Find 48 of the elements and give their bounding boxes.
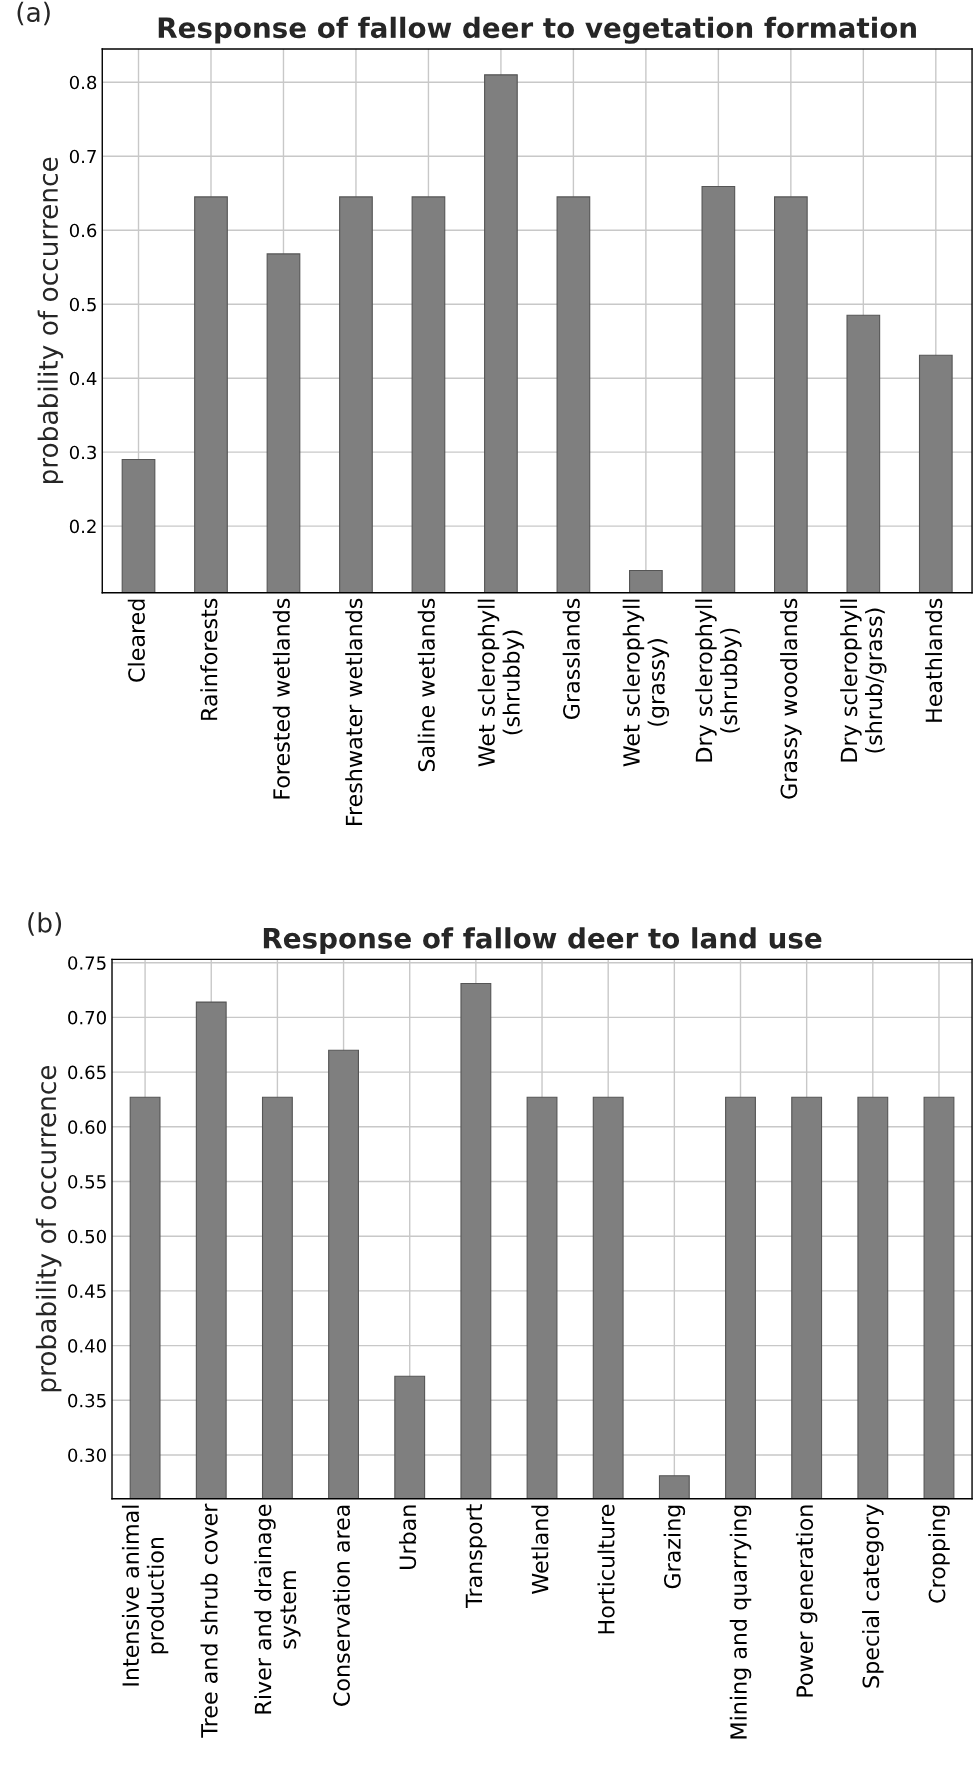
x-tick-label: Grazing (663, 1505, 686, 1589)
y-tick-label: 0.8 (69, 75, 97, 90)
x-tick-label: Mining and quarrying (729, 1505, 752, 1739)
x-tick-label: Cleared (127, 599, 145, 682)
y-tick-label: 0.3 (69, 445, 96, 460)
text: (b) (28, 912, 62, 936)
x-tick-label: Intensive animal production (121, 1505, 169, 1686)
x-tick-label: Cropping (928, 1505, 950, 1603)
x-tick-label: Heathlands (925, 598, 943, 722)
y-tick-label: 0.50 (68, 1229, 106, 1244)
x-tick-label: Freshwater wetlands (345, 598, 363, 826)
y-tick-label: 0.6 (69, 223, 97, 238)
x-tick-label: Wet sclerophyll (grassy) (622, 599, 670, 767)
x-tick-label: Horticulture (597, 1504, 615, 1634)
chart-title: Response of fallow deer to land use (263, 927, 822, 955)
y-tick-label: 0.40 (68, 1339, 106, 1353)
y-tick-label: 0.75 (68, 956, 106, 970)
y-tick-label: 0.2 (69, 519, 96, 534)
y-tick-label: 0.4 (69, 371, 97, 386)
y-tick-label: 0.70 (68, 1010, 106, 1025)
x-tick-label: Dry sclerophyll (shrub/grass) (840, 599, 887, 762)
x-tick-label: Saline wetlands (417, 598, 435, 772)
x-tick-label: Rainforests (200, 598, 218, 720)
y-tick-label: 0.30 (68, 1448, 106, 1463)
x-tick-label: Conservation area (332, 1505, 351, 1706)
x-tick-label: Power generation (795, 1505, 818, 1697)
y-tick-label: 0.7 (69, 149, 96, 164)
y-axis-title: probability of occurrence (35, 1065, 62, 1392)
x-tick-label: Wet sclerophyll (shrubby) (477, 599, 525, 767)
x-tick-label: Grassy woodlands (780, 598, 802, 799)
y-tick-label: 0.35 (68, 1393, 106, 1408)
x-tick-label: Urban (398, 1505, 417, 1569)
x-tick-label: River and drainage system (254, 1504, 301, 1714)
text: (a) (17, 1, 50, 26)
y-tick-label: 0.5 (69, 297, 96, 312)
x-tick-label: Wetland (531, 1505, 549, 1594)
y-tick-label: 0.65 (68, 1065, 106, 1080)
x-tick-label: Transport (465, 1504, 487, 1608)
x-tick-label: Special category (862, 1504, 884, 1688)
x-tick-label: Tree and shrub cover (200, 1503, 218, 1738)
chart-title: Response of fallow deer to vegetation formation (158, 16, 916, 44)
y-tick-label: 0.60 (68, 1120, 106, 1134)
x-tick-label: Forested wetlands (272, 598, 290, 799)
x-tick-label: Grasslands (562, 598, 580, 720)
y-tick-label: 0.45 (68, 1284, 106, 1299)
y-axis-title: probability of occurrence (37, 157, 64, 484)
y-tick-label: 0.55 (68, 1174, 106, 1189)
x-tick-label: Dry sclerophyll (shrubby) (695, 599, 742, 762)
